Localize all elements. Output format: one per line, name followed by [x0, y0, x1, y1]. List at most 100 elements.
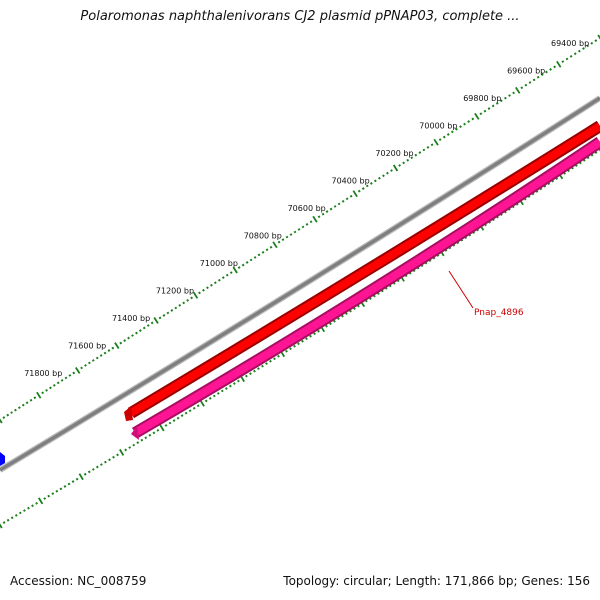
inner-minor-tick: [2, 521, 6, 524]
outer-minor-tick: [56, 381, 60, 385]
inner-minor-tick: [297, 342, 300, 346]
outer-minor-tick: [269, 245, 273, 249]
tick-label: 70000 bp: [419, 122, 457, 131]
outer-minor-tick: [257, 253, 261, 257]
reverse-gene-arrow[interactable]: [132, 138, 600, 437]
inner-minor-tick: [108, 458, 111, 462]
outer-minor-tick: [41, 391, 45, 395]
outer-minor-tick: [365, 184, 369, 188]
gene-label-pnap-4896[interactable]: Pnap_4896: [474, 308, 524, 318]
plasmid-backbone: [0, 96, 600, 472]
inner-minor-tick: [188, 409, 192, 413]
outer-minor-tick: [127, 336, 130, 340]
outer-minor-tick: [146, 324, 150, 327]
outer-minor-tick: [119, 341, 123, 345]
inner-minor-tick: [124, 448, 128, 452]
inner-minor-tick: [144, 436, 148, 440]
outer-minor-tick: [150, 321, 154, 325]
inner-minor-tick: [224, 387, 228, 390]
accession-text: Accession: NC_008759: [10, 574, 147, 588]
map-title: Polaromonas naphthalenivorans CJ2 plasmi…: [80, 9, 520, 24]
gene-label-leader: [448, 270, 474, 309]
outer-major-tick: [153, 317, 159, 324]
outer-minor-tick: [491, 104, 495, 108]
blue-feature-marker[interactable]: [0, 452, 5, 466]
inner-minor-tick: [204, 399, 208, 403]
inner-minor-tick: [31, 504, 34, 508]
outer-minor-tick: [520, 86, 524, 90]
inner-minor-tick: [232, 382, 236, 385]
inner-minor-tick: [152, 431, 156, 435]
outer-minor-tick: [95, 356, 99, 360]
outer-minor-tick: [418, 151, 422, 154]
tick-label: 71000 bp: [200, 259, 238, 268]
outer-minor-tick: [369, 182, 373, 185]
inner-minor-tick: [168, 421, 172, 425]
outer-minor-tick: [305, 222, 309, 226]
outer-tick-ruler: [0, 34, 600, 424]
inner-minor-tick: [6, 518, 10, 522]
outer-minor-tick: [337, 202, 341, 206]
tick-label: 69600 bp: [507, 67, 545, 76]
outer-minor-tick: [2, 416, 6, 419]
inner-minor-tick: [333, 319, 336, 323]
outer-minor-tick: [382, 174, 385, 178]
outer-minor-tick: [577, 49, 581, 53]
topology-summary-text: Topology: circular; Length: 171,866 bp; …: [283, 574, 590, 588]
inner-minor-tick: [116, 453, 119, 457]
outer-minor-tick: [573, 52, 577, 56]
inner-minor-tick: [345, 312, 348, 316]
outer-minor-tick: [463, 122, 466, 126]
outer-minor-tick: [45, 388, 48, 392]
inner-major-tick: [0, 523, 3, 529]
outer-minor-tick: [182, 301, 186, 305]
tick-label: 71400 bp: [112, 314, 150, 323]
tick-label: 71200 bp: [156, 287, 194, 296]
outer-minor-tick: [14, 408, 17, 412]
outer-minor-tick: [237, 266, 241, 269]
outer-minor-tick: [166, 311, 170, 315]
inner-minor-tick: [51, 492, 55, 496]
tick-label: 69800 bp: [463, 94, 501, 103]
forward-gene-arrow[interactable]: [128, 122, 600, 417]
inner-minor-tick: [83, 472, 87, 476]
outer-minor-tick: [590, 41, 594, 45]
outer-minor-tick: [479, 112, 483, 116]
outer-minor-tick: [10, 411, 13, 414]
inner-minor-tick: [128, 446, 132, 449]
outer-minor-tick: [508, 94, 511, 97]
inner-minor-tick: [71, 480, 75, 483]
outer-minor-tick: [190, 296, 193, 300]
outer-minor-tick: [245, 261, 249, 264]
inner-minor-tick: [67, 482, 71, 486]
outer-minor-tick: [426, 145, 430, 149]
outer-major-tick: [515, 86, 521, 94]
inner-minor-tick: [208, 396, 212, 400]
inner-minor-tick: [14, 513, 18, 517]
outer-minor-tick: [414, 153, 418, 157]
inner-minor-tick: [313, 332, 316, 336]
outer-minor-tick: [398, 164, 401, 167]
outer-minor-tick: [301, 225, 305, 229]
inner-minor-tick: [349, 309, 352, 313]
inner-minor-tick: [43, 497, 47, 500]
inner-minor-tick: [27, 506, 30, 510]
outer-minor-tick: [553, 65, 557, 69]
outer-minor-tick: [249, 258, 253, 262]
outer-minor-tick: [229, 271, 233, 275]
outer-minor-tick: [483, 109, 487, 113]
outer-minor-tick: [202, 288, 205, 292]
outer-major-tick: [433, 138, 439, 146]
inner-minor-tick: [277, 354, 280, 358]
outer-minor-tick: [582, 47, 585, 50]
outer-minor-tick: [162, 314, 166, 317]
inner-minor-tick: [196, 404, 200, 408]
tick-label: 71800 bp: [24, 369, 62, 378]
outer-major-tick: [232, 266, 238, 274]
outer-minor-tick: [135, 331, 138, 335]
outer-minor-tick: [373, 179, 377, 183]
outer-minor-tick: [186, 298, 190, 302]
outer-minor-tick: [21, 403, 25, 407]
outer-major-tick: [36, 391, 42, 399]
outer-minor-tick: [206, 286, 209, 290]
